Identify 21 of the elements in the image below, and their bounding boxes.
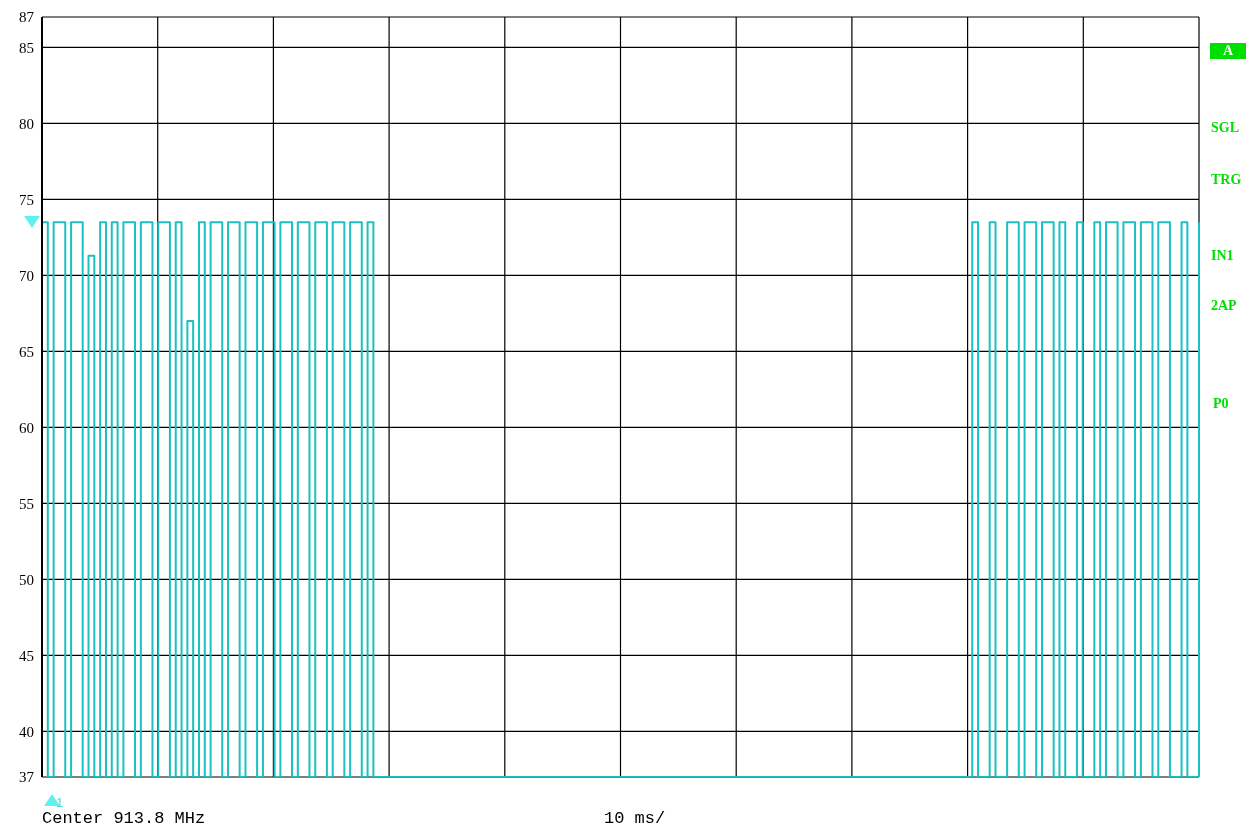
text: A (1210, 43, 1247, 59)
y-tick-label: 75 (19, 191, 34, 208)
y-tick-label: 87 (19, 9, 35, 26)
y-tick-label: 85 (19, 39, 34, 56)
y-tick-label: 70 (19, 267, 34, 284)
text: IN1 (1211, 248, 1234, 263)
y-tick-label: 40 (19, 723, 34, 740)
y-tick-label: 50 (19, 571, 34, 588)
text: TRG (1211, 172, 1242, 187)
text: 2AP (1211, 298, 1237, 313)
y-tick-label: 55 (19, 495, 34, 512)
y-tick-label: 60 (19, 419, 34, 436)
y-tick-label: 37 (19, 769, 35, 786)
text: Center 913.8 MHz (42, 809, 206, 827)
text: 1 (56, 795, 64, 810)
text: 10 ms/ (604, 809, 666, 827)
y-tick-label: 65 (19, 343, 34, 360)
text: P0 (1213, 396, 1229, 411)
y-tick-label: 45 (19, 647, 34, 664)
y-tick-label: 80 (19, 115, 34, 132)
text: SGL (1211, 120, 1240, 135)
